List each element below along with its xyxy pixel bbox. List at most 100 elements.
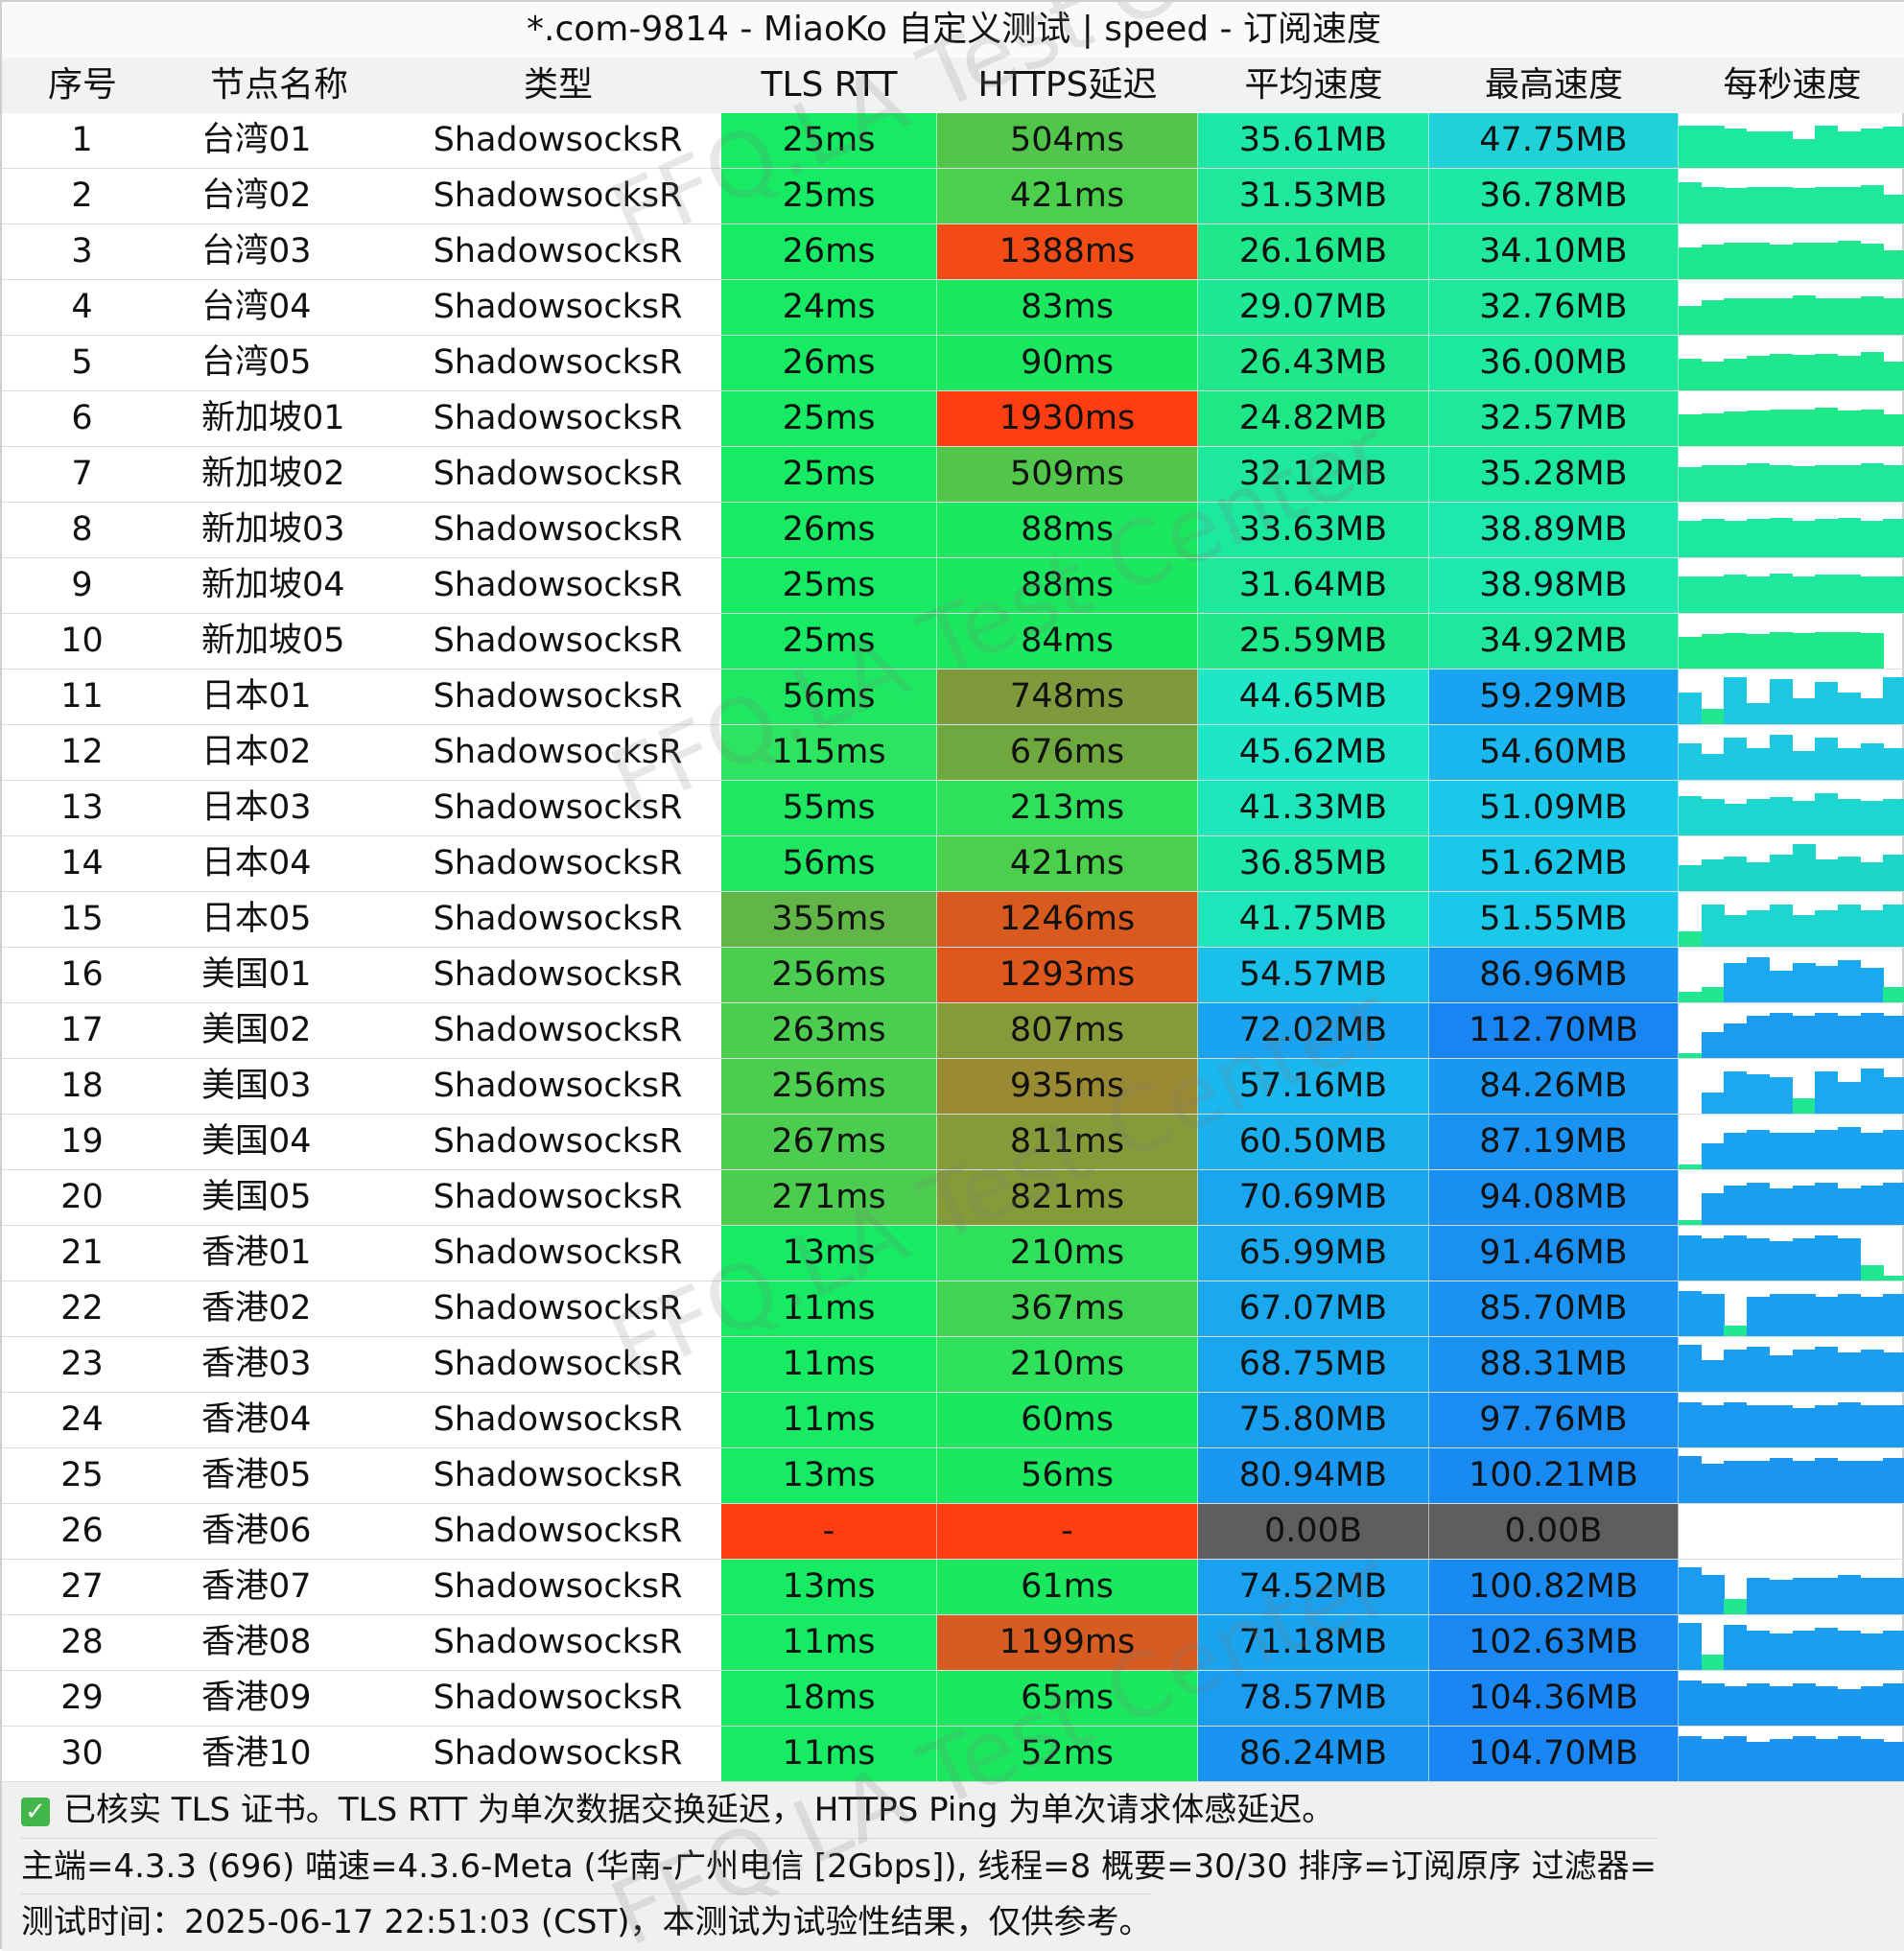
- sparkline-bar: [1701, 300, 1725, 335]
- cell-tls-rtt: 256ms: [721, 1059, 937, 1114]
- table-row[interactable]: 9 新加坡04 ShadowsocksR 25ms 88ms 31.64MB 38.98MB: [2, 558, 1904, 614]
- table-row[interactable]: 13 日本03 ShadowsocksR 55ms 213ms 41.33MB 51.09M…: [2, 781, 1904, 836]
- sparkline-bar: [1792, 1294, 1816, 1336]
- per-second-speed-sparkline: [1679, 171, 1904, 223]
- cell-avg-speed: 70.69MB: [1198, 1170, 1429, 1225]
- table-row[interactable]: 6 新加坡01 ShadowsocksR 25ms 1930ms 24.82MB 32.57…: [2, 391, 1904, 447]
- table-row[interactable]: 11 日本01 ShadowsocksR 56ms 748ms 44.65MB 59.29M…: [2, 670, 1904, 725]
- sparkline-bar: [1883, 854, 1904, 891]
- sparkline-bar: [1815, 631, 1839, 669]
- table-row[interactable]: 16 美国01 ShadowsocksR 256ms 1293ms 54.57MB 86.9…: [2, 948, 1904, 1003]
- cell-https-latency: 1246ms: [937, 892, 1198, 947]
- sparkline-bar: [1860, 1132, 1884, 1169]
- sparkline-bar: [1701, 1294, 1725, 1336]
- header-index[interactable]: 序号: [47, 65, 117, 105]
- sparkline-bar: [1701, 905, 1725, 947]
- sparkline-bar: [1883, 414, 1904, 446]
- sparkline-bar: [1815, 575, 1839, 613]
- sparkline-bar: [1883, 464, 1904, 502]
- table-row[interactable]: 22 香港02 ShadowsocksR 11ms 367ms 67.07MB 85.70M…: [2, 1281, 1904, 1337]
- sparkline-bar: [1701, 1739, 1725, 1781]
- cell-tls-rtt: 25ms: [721, 113, 937, 168]
- cell-https-latency: -: [937, 1504, 1198, 1559]
- header-https-latency[interactable]: HTTPS延迟: [977, 65, 1158, 105]
- cell-type: ShadowsocksR: [395, 614, 721, 669]
- table-row[interactable]: 2 台湾02 ShadowsocksR 25ms 421ms 31.53MB 36.78MB: [2, 169, 1904, 224]
- sparkline-bar: [1769, 245, 1793, 279]
- table-row[interactable]: 5 台湾05 ShadowsocksR 26ms 90ms 26.43MB 36.00MB: [2, 336, 1904, 391]
- table-row[interactable]: 30 香港10 ShadowsocksR 11ms 52ms 86.24MB 104.70M…: [2, 1727, 1904, 1782]
- cell-tls-rtt: 11ms: [721, 1393, 937, 1447]
- table-row[interactable]: 3 台湾03 ShadowsocksR 26ms 1388ms 26.16MB 34.10M…: [2, 224, 1904, 280]
- cell-node-name: 日本04: [163, 836, 395, 891]
- header-type[interactable]: 类型: [523, 65, 593, 105]
- cell-type: ShadowsocksR: [395, 1170, 721, 1225]
- table-row[interactable]: 20 美国05 ShadowsocksR 271ms 821ms 70.69MB 94.08…: [2, 1170, 1904, 1226]
- table-header: 序号 节点名称 类型 TLS RTT HTTPS延迟 平均速度 最高速度 每秒速度: [2, 58, 1904, 113]
- table-row[interactable]: 21 香港01 ShadowsocksR 13ms 210ms 65.99MB 91.46M…: [2, 1226, 1904, 1281]
- header-tls-rtt[interactable]: TLS RTT: [761, 65, 898, 105]
- per-second-speed-sparkline: [1679, 783, 1904, 835]
- table-row[interactable]: 14 日本04 ShadowsocksR 56ms 421ms 36.85MB 51.62M…: [2, 836, 1904, 892]
- sparkline-bar: [1701, 859, 1725, 891]
- sparkline-bar: [1701, 1405, 1725, 1447]
- cell-avg-speed: 86.24MB: [1198, 1727, 1429, 1781]
- sparkline-bar: [1883, 1741, 1904, 1781]
- sparkline-bar: [1883, 798, 1904, 835]
- table-row[interactable]: 29 香港09 ShadowsocksR 18ms 65ms 78.57MB 104.36M…: [2, 1671, 1904, 1727]
- sparkline-bar: [1837, 186, 1861, 223]
- sparkline-bar: [1815, 297, 1839, 335]
- sparkline-bar: [1860, 1296, 1884, 1336]
- cell-index: 4: [2, 280, 163, 335]
- cell-https-latency: 84ms: [937, 614, 1198, 669]
- table-row[interactable]: 27 香港07 ShadowsocksR 13ms 61ms 74.52MB 100.82M…: [2, 1560, 1904, 1615]
- table-row[interactable]: 26 香港06 ShadowsocksR - -0.00B 0.00B: [2, 1504, 1904, 1560]
- table-row[interactable]: 15 日本05 ShadowsocksR 355ms 1246ms 41.75MB 51.5…: [2, 892, 1904, 948]
- cell-type: ShadowsocksR: [395, 558, 721, 613]
- cell-avg-speed: 31.64MB: [1198, 558, 1429, 613]
- cell-node-name: 香港08: [163, 1615, 395, 1670]
- cell-https-latency: 676ms: [937, 725, 1198, 780]
- sparkline-bar: [1679, 1736, 1702, 1781]
- table-row[interactable]: 18 美国03 ShadowsocksR 256ms 935ms 57.16MB 84.26…: [2, 1059, 1904, 1115]
- sparkline-bar: [1747, 1238, 1771, 1281]
- cell-index: 27: [2, 1560, 163, 1614]
- table-row[interactable]: 1 台湾01 ShadowsocksR 25ms 504ms 35.61MB 47.75MB: [2, 113, 1904, 169]
- cell-type: ShadowsocksR: [395, 670, 721, 724]
- sparkline-bar: [1769, 797, 1793, 835]
- table-row[interactable]: 19 美国04 ShadowsocksR 267ms 811ms 60.50MB 87.19…: [2, 1115, 1904, 1170]
- table-row[interactable]: 7 新加坡02 ShadowsocksR 25ms 509ms 32.12MB 35.28M…: [2, 447, 1904, 503]
- table-row[interactable]: 25 香港05 ShadowsocksR 13ms 56ms 80.94MB 100.21M…: [2, 1448, 1904, 1504]
- header-max-speed[interactable]: 最高速度: [1484, 65, 1623, 105]
- cell-https-latency: 811ms: [937, 1115, 1198, 1169]
- sparkline-bar: [1792, 1461, 1816, 1503]
- table-row[interactable]: 12 日本02 ShadowsocksR 115ms 676ms 45.62MB 54.60…: [2, 725, 1904, 781]
- cell-https-latency: 83ms: [937, 280, 1198, 335]
- sparkline-bar: [1837, 356, 1861, 390]
- sparkline-bar: [1747, 1630, 1771, 1670]
- table-row[interactable]: 4 台湾04 ShadowsocksR 24ms 83ms 29.07MB 32.76MB: [2, 280, 1904, 336]
- cell-index: 11: [2, 670, 163, 724]
- per-second-speed-sparkline: [1679, 449, 1904, 502]
- table-row[interactable]: 28 香港08 ShadowsocksR 11ms 1199ms 71.18MB 102.6…: [2, 1615, 1904, 1671]
- table-row[interactable]: 10 新加坡05 ShadowsocksR 25ms 84ms 25.59MB 34.92M…: [2, 614, 1904, 670]
- cell-https-latency: 1930ms: [937, 391, 1198, 446]
- cell-tls-rtt: 11ms: [721, 1727, 937, 1781]
- cell-max-speed: 51.62MB: [1429, 836, 1679, 891]
- sparkline-bar: [1883, 748, 1904, 780]
- table-row[interactable]: 23 香港03 ShadowsocksR 11ms 210ms 68.75MB 88.31M…: [2, 1337, 1904, 1393]
- table-row[interactable]: 8 新加坡03 ShadowsocksR 26ms 88ms 33.63MB 38.89MB: [2, 503, 1904, 558]
- sparkline-bar: [1679, 1164, 1702, 1169]
- sparkline-bar: [1724, 1598, 1748, 1614]
- header-per-second-speed[interactable]: 每秒速度: [1723, 65, 1862, 105]
- cell-max-speed: 100.21MB: [1429, 1448, 1679, 1503]
- sparkline-bar: [1860, 1461, 1884, 1503]
- per-second-speed-sparkline: [1679, 1673, 1904, 1726]
- header-avg-speed[interactable]: 平均速度: [1244, 65, 1383, 105]
- cell-node-name: 新加坡03: [163, 503, 395, 557]
- table-row[interactable]: 24 香港04 ShadowsocksR 11ms 60ms 75.80MB 97.76MB: [2, 1393, 1904, 1448]
- table-row[interactable]: 17 美国02 ShadowsocksR 263ms 807ms 72.02MB 112.7…: [2, 1003, 1904, 1059]
- cell-tls-rtt: 115ms: [721, 725, 937, 780]
- sparkline-bar: [1815, 1235, 1839, 1281]
- header-node-name[interactable]: 节点名称: [209, 65, 348, 105]
